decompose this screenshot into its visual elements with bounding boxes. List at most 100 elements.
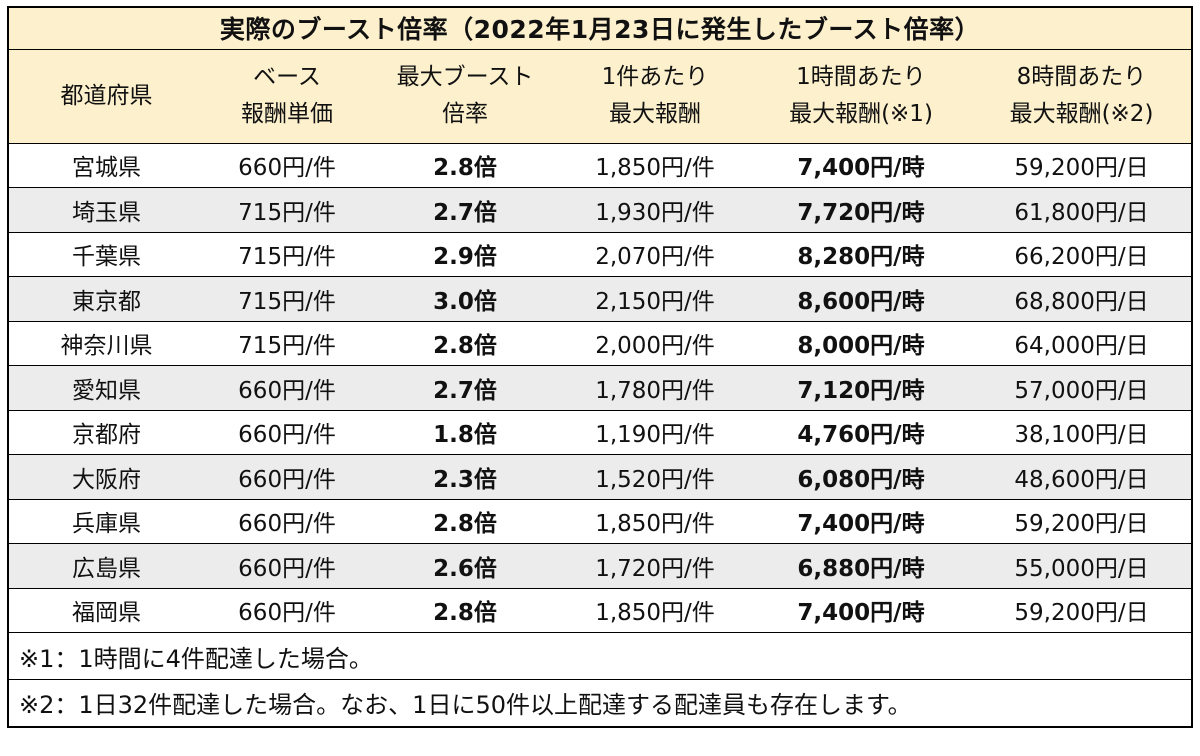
table-row: 埼玉県 715円/件 2.7倍 1,930円/件 7,720円/時 61,800…	[8, 187, 1192, 232]
cell-boost-rate: 2.8倍	[370, 143, 560, 188]
col-header-prefecture: 都道府県	[8, 49, 204, 143]
cell-prefecture: 大阪府	[8, 454, 204, 499]
col-header-max-per-hour: 1時間あたり 最大報酬(※1)	[750, 49, 972, 143]
col-header-line1: 8時間あたり	[1016, 64, 1147, 91]
table-row: 千葉県 715円/件 2.9倍 2,070円/件 8,280円/時 66,200…	[8, 232, 1192, 277]
cell-max-per-day: 66,200円/日	[972, 232, 1192, 277]
cell-boost-rate: 2.7倍	[370, 365, 560, 410]
cell-max-per-delivery: 2,150円/件	[560, 276, 750, 321]
cell-base-rate: 715円/件	[204, 276, 370, 321]
col-header-line2: 最大報酬	[609, 101, 701, 127]
col-header-line2: 最大報酬(※1)	[789, 101, 933, 127]
table-row: 宮城県 660円/件 2.8倍 1,850円/件 7,400円/時 59,200…	[8, 143, 1192, 188]
cell-max-per-hour: 7,400円/時	[750, 143, 972, 188]
col-header-line1: 都道府県	[60, 82, 153, 109]
cell-boost-rate: 2.9倍	[370, 232, 560, 277]
col-header-line2: 報酬単価	[241, 101, 333, 127]
cell-prefecture: 神奈川県	[8, 321, 204, 366]
header-row: 都道府県 ベース 報酬単価 最大ブースト 倍率 1件あたり 最大報酬 1時間あた…	[8, 49, 1192, 143]
boost-rate-table: 実際のブースト倍率（2022年1月23日に発生したブースト倍率） 都道府県 ベー…	[7, 6, 1193, 728]
cell-prefecture: 京都府	[8, 410, 204, 455]
cell-max-per-day: 59,200円/日	[972, 499, 1192, 544]
cell-base-rate: 660円/件	[204, 143, 370, 188]
cell-max-per-hour: 4,760円/時	[750, 410, 972, 455]
cell-max-per-hour: 7,400円/時	[750, 588, 972, 633]
cell-max-per-hour: 7,120円/時	[750, 365, 972, 410]
col-header-line1: ベース	[253, 64, 321, 91]
cell-boost-rate: 2.3倍	[370, 454, 560, 499]
cell-max-per-delivery: 1,850円/件	[560, 499, 750, 544]
cell-base-rate: 660円/件	[204, 365, 370, 410]
table-row: 神奈川県 715円/件 2.8倍 2,000円/件 8,000円/時 64,00…	[8, 321, 1192, 366]
table-row: 福岡県 660円/件 2.8倍 1,850円/件 7,400円/時 59,200…	[8, 588, 1192, 633]
cell-max-per-hour: 7,400円/時	[750, 499, 972, 544]
cell-base-rate: 660円/件	[204, 588, 370, 633]
table-row: 大阪府 660円/件 2.3倍 1,520円/件 6,080円/時 48,600…	[8, 454, 1192, 499]
cell-base-rate: 715円/件	[204, 232, 370, 277]
cell-base-rate: 715円/件	[204, 321, 370, 366]
cell-boost-rate: 3.0倍	[370, 276, 560, 321]
cell-max-per-day: 59,200円/日	[972, 143, 1192, 188]
cell-max-per-delivery: 1,850円/件	[560, 588, 750, 633]
col-header-base-rate: ベース 報酬単価	[204, 49, 370, 143]
col-header-line2: 倍率	[442, 101, 488, 127]
cell-boost-rate: 2.8倍	[370, 321, 560, 366]
table-row: 愛知県 660円/件 2.7倍 1,780円/件 7,120円/時 57,000…	[8, 365, 1192, 410]
cell-prefecture: 東京都	[8, 276, 204, 321]
cell-base-rate: 660円/件	[204, 454, 370, 499]
table-row: 兵庫県 660円/件 2.8倍 1,850円/件 7,400円/時 59,200…	[8, 499, 1192, 544]
footnote-1: ※1：1時間に4件配達した場合。	[8, 632, 1192, 680]
cell-max-per-delivery: 2,000円/件	[560, 321, 750, 366]
table-row: 東京都 715円/件 3.0倍 2,150円/件 8,600円/時 68,800…	[8, 276, 1192, 321]
cell-max-per-hour: 8,600円/時	[750, 276, 972, 321]
col-header-max-boost: 最大ブースト 倍率	[370, 49, 560, 143]
cell-max-per-day: 64,000円/日	[972, 321, 1192, 366]
cell-max-per-delivery: 1,190円/件	[560, 410, 750, 455]
table-row: 京都府 660円/件 1.8倍 1,190円/件 4,760円/時 38,100…	[8, 410, 1192, 455]
col-header-max-per-day: 8時間あたり 最大報酬(※2)	[972, 49, 1192, 143]
cell-boost-rate: 2.7倍	[370, 187, 560, 232]
cell-prefecture: 埼玉県	[8, 187, 204, 232]
cell-max-per-delivery: 1,850円/件	[560, 143, 750, 188]
col-header-line1: 1件あたり	[601, 64, 709, 91]
cell-prefecture: 広島県	[8, 543, 204, 588]
cell-max-per-delivery: 1,780円/件	[560, 365, 750, 410]
cell-max-per-delivery: 1,520円/件	[560, 454, 750, 499]
footnote-2: ※2：1日32件配達した場合。なお、1日に50件以上配達する配達員も存在します。	[8, 679, 1192, 727]
cell-max-per-day: 48,600円/日	[972, 454, 1192, 499]
cell-max-per-delivery: 2,070円/件	[560, 232, 750, 277]
cell-boost-rate: 2.8倍	[370, 499, 560, 544]
cell-boost-rate: 2.8倍	[370, 588, 560, 633]
cell-max-per-delivery: 1,930円/件	[560, 187, 750, 232]
cell-base-rate: 715円/件	[204, 187, 370, 232]
col-header-line2: 最大報酬(※2)	[1009, 101, 1154, 127]
cell-prefecture: 千葉県	[8, 232, 204, 277]
cell-max-per-day: 68,800円/日	[972, 276, 1192, 321]
cell-base-rate: 660円/件	[204, 499, 370, 544]
cell-max-per-day: 57,000円/日	[972, 365, 1192, 410]
table-row: 広島県 660円/件 2.6倍 1,720円/件 6,880円/時 55,000…	[8, 543, 1192, 588]
cell-base-rate: 660円/件	[204, 543, 370, 588]
cell-max-per-delivery: 1,720円/件	[560, 543, 750, 588]
cell-max-per-day: 38,100円/日	[972, 410, 1192, 455]
footnote-row-1: ※1：1時間に4件配達した場合。	[8, 632, 1192, 680]
col-header-max-per-delivery: 1件あたり 最大報酬	[560, 49, 750, 143]
cell-boost-rate: 2.6倍	[370, 543, 560, 588]
table-title: 実際のブースト倍率（2022年1月23日に発生したブースト倍率）	[8, 7, 1192, 49]
cell-prefecture: 兵庫県	[8, 499, 204, 544]
cell-base-rate: 660円/件	[204, 410, 370, 455]
footnote-row-2: ※2：1日32件配達した場合。なお、1日に50件以上配達する配達員も存在します。	[8, 679, 1192, 727]
table-body: 宮城県 660円/件 2.8倍 1,850円/件 7,400円/時 59,200…	[8, 143, 1192, 633]
cell-max-per-hour: 8,000円/時	[750, 321, 972, 366]
cell-max-per-hour: 8,280円/時	[750, 232, 972, 277]
cell-max-per-day: 55,000円/日	[972, 543, 1192, 588]
col-header-line1: 1時間あたり	[796, 64, 926, 91]
cell-max-per-hour: 6,880円/時	[750, 543, 972, 588]
cell-prefecture: 福岡県	[8, 588, 204, 633]
cell-prefecture: 宮城県	[8, 143, 204, 188]
cell-boost-rate: 1.8倍	[370, 410, 560, 455]
title-row: 実際のブースト倍率（2022年1月23日に発生したブースト倍率）	[8, 7, 1192, 49]
cell-prefecture: 愛知県	[8, 365, 204, 410]
cell-max-per-hour: 6,080円/時	[750, 454, 972, 499]
